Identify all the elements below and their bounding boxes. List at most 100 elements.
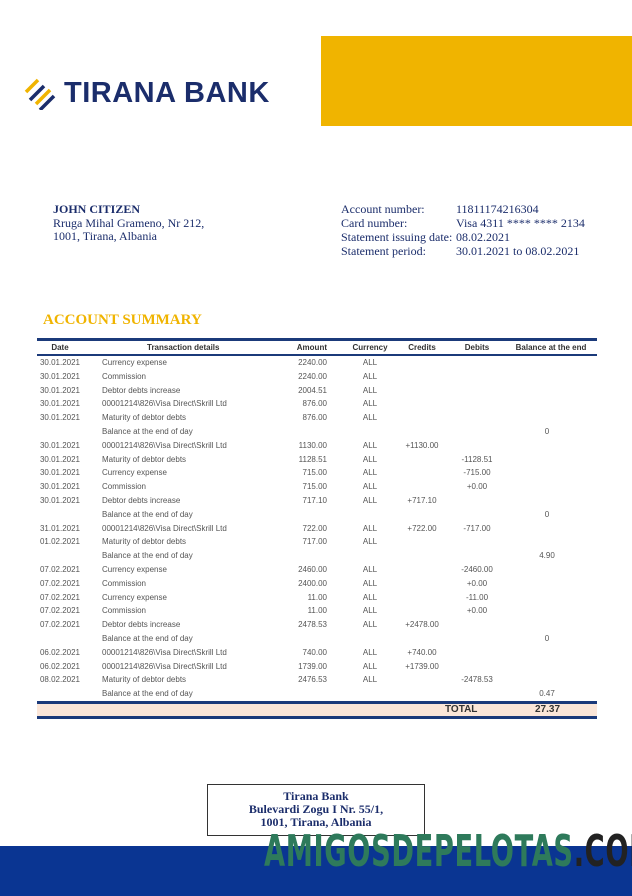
cell-amount: 2240.00 (298, 358, 327, 367)
cell-currency: ALL (362, 358, 378, 367)
cell-details: Balance at the end of day (102, 426, 193, 436)
table-row: 07.02.2021 Debtor debts increase 2478.53 AL… (37, 618, 597, 632)
cell-amount: 876.00 (302, 413, 327, 423)
cell-date: 30.01.2021 (39, 385, 81, 395)
cell-currency: ALL (362, 495, 378, 505)
bank-name: TIRANA BANK (64, 76, 270, 109)
cell-date: 07.02.2021 (39, 564, 81, 574)
cell-date: 07.02.2021 (39, 606, 81, 616)
col-balance: Balance at the end (515, 343, 587, 352)
cell-amount: 1128.51 (298, 454, 327, 464)
cell-details: Balance at the end of day (102, 509, 193, 519)
cell-debit: +0.00 (466, 482, 488, 492)
total-row: TOTAL 27.37 (37, 703, 597, 716)
cell-date: 30.01.2021 (39, 468, 81, 478)
table-row: Balance at the end of day 4.90 (37, 549, 597, 563)
table-row: 30.01.2021 00001214\826\Visa Direct\Skril… (37, 397, 597, 411)
table-body: 30.01.2021 Currency expense 2240.00 ALL 30.0… (37, 356, 597, 701)
customer-address-line2: 1001, Tirana, Albania (53, 229, 157, 243)
cell-currency: ALL (362, 537, 378, 547)
cell-amount: 717.10 (302, 495, 327, 505)
cell-balance: 0 (544, 509, 550, 519)
cell-date: 08.02.2021 (39, 675, 81, 685)
cell-date: 07.02.2021 (39, 620, 81, 630)
table-row: Balance at the end of day 0.47 (37, 687, 597, 701)
cell-details: Commission (102, 371, 147, 381)
cell-currency: ALL (362, 606, 378, 616)
account-field-value: 30.01.2021 to 08.02.2021 (456, 244, 580, 258)
total-top-rule (37, 700, 597, 704)
cell-amount: 2476.53 (298, 675, 327, 685)
customer-address-line1: Rruga Mihal Grameno, Nr 212, (53, 215, 205, 230)
account-field: Statement period: 30.01.2021 to 08.02.202… (341, 244, 585, 258)
cell-amount: 2460.00 (298, 564, 327, 574)
table-row: 07.02.2021 Commission 11.00 ALL +0.00 (37, 604, 597, 618)
account-details: Account number: 11811174216304 Card number… (341, 202, 585, 258)
cell-amount: 715.00 (302, 468, 327, 478)
cell-currency: ALL (362, 371, 378, 381)
cell-date: 30.01.2021 (39, 440, 81, 450)
account-field-value: Visa 4311 **** **** 2134 (456, 216, 585, 230)
cell-amount: 11.00 (307, 606, 327, 616)
cell-currency: ALL (362, 413, 378, 423)
cell-debit: -1128.51 (461, 454, 493, 464)
account-field-label: Card number: (341, 216, 408, 230)
cell-credit: +1739.00 (405, 661, 439, 671)
customer-block: JOHN CITIZEN Rruga Mihal Grameno, Nr 212… (53, 202, 205, 244)
cell-details: Maturity of debtor debts (102, 413, 187, 423)
cell-debit: -11.00 (465, 592, 489, 602)
cell-amount: 740.00 (302, 647, 327, 657)
cell-currency: ALL (362, 661, 378, 671)
col-debits: Debits (464, 343, 490, 352)
cell-debit: +0.00 (466, 578, 488, 588)
customer-name: JOHN CITIZEN (53, 202, 141, 216)
table-top-rule (37, 338, 597, 341)
cell-amount: 2240.00 (298, 371, 327, 381)
bank-address-line1: Tirana Bank (283, 789, 349, 803)
bank-address-line3: 1001, Tirana, Albania (260, 815, 372, 829)
bank-address-line2: Bulevardi Zogu I Nr. 55/1, (248, 802, 384, 816)
cell-date: 07.02.2021 (39, 592, 81, 602)
table-row: 07.02.2021 Commission 2400.00 ALL +0.00 (37, 577, 597, 591)
col-date: Date (51, 343, 69, 352)
table-row: Balance at the end of day 0 (37, 632, 597, 646)
cell-credit: +740.00 (407, 647, 437, 657)
account-field-label: Statement issuing date: (341, 230, 453, 244)
table-row: 30.01.2021 Debtor debts increase 717.10 ALL… (37, 494, 597, 508)
cell-date: 30.01.2021 (39, 399, 81, 409)
cell-details: Currency expense (102, 358, 167, 367)
col-amount: Amount (296, 343, 327, 352)
watermark: AMIGOSDEPELOTAS.COM (264, 826, 632, 877)
header-rule (37, 354, 597, 356)
table-row: 30.01.2021 Currency expense 715.00 ALL -715.… (37, 466, 597, 480)
cell-currency: ALL (362, 385, 378, 395)
cell-debit: -2460.00 (461, 564, 493, 574)
table-row: Balance at the end of day 0 (37, 425, 597, 439)
cell-amount: 722.00 (302, 523, 327, 533)
account-summary-title: ACCOUNT SUMMARY (43, 312, 202, 328)
account-field-value: 11811174216304 (456, 202, 539, 216)
account-field: Card number: Visa 4311 **** **** 2134 (341, 216, 585, 230)
cell-currency: ALL (362, 482, 378, 492)
cell-amount: 2400.00 (298, 578, 327, 588)
cell-date: 01.02.2021 (39, 537, 81, 547)
bank-logo: TIRANA BANK (24, 76, 270, 110)
table-row: 01.02.2021 Maturity of debtor debts 717.00… (37, 535, 597, 549)
cell-date: 06.02.2021 (39, 661, 81, 671)
cell-credit: +722.00 (407, 523, 437, 533)
cell-date: 30.01.2021 (39, 495, 81, 505)
table-row: 30.01.2021 Maturity of debtor debts 1128.5… (37, 453, 597, 467)
cell-balance: 0 (544, 426, 550, 436)
table-row: 30.01.2021 Commission 2240.00 ALL (37, 370, 597, 384)
table-row: 06.02.2021 00001214\826\Visa Direct\Skril… (37, 646, 597, 660)
table-row: 07.02.2021 Currency expense 2460.00 ALL -246… (37, 563, 597, 577)
cell-amount: 715.00 (302, 482, 327, 492)
cell-details: Currency expense (102, 592, 167, 602)
cell-date: 06.02.2021 (39, 647, 81, 657)
cell-details: Balance at the end of day (102, 689, 193, 699)
cell-amount: 1130.00 (298, 440, 327, 450)
cell-currency: ALL (362, 564, 378, 574)
cell-currency: ALL (362, 454, 378, 464)
watermark-suffix: .COM (573, 826, 632, 877)
cell-details: Currency expense (102, 564, 167, 574)
